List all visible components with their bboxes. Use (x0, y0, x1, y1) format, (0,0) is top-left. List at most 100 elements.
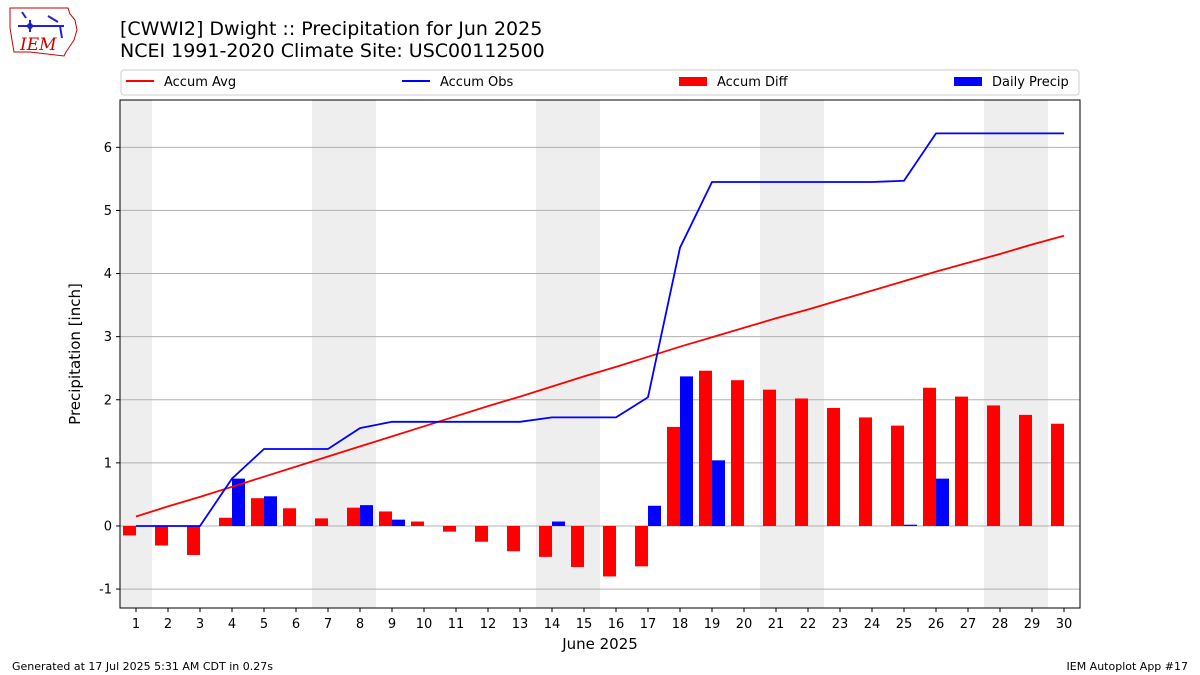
bar-daily-precip (392, 519, 405, 526)
y-tick-label: -1 (99, 583, 112, 598)
x-tick-label: 4 (228, 617, 236, 632)
x-tick-label: 18 (672, 617, 689, 632)
x-tick-label: 22 (800, 617, 817, 632)
x-tick-label: 29 (1024, 617, 1041, 632)
bar-daily-precip (936, 478, 949, 526)
bar-accum-diff (251, 498, 264, 526)
legend-swatch-accum-diff (679, 77, 707, 86)
y-tick-label: 0 (104, 519, 112, 534)
legend-label-accum-obs: Accum Obs (440, 75, 513, 90)
x-tick-label: 9 (388, 617, 396, 632)
bar-accum-diff (155, 525, 168, 546)
x-tick-label: 20 (736, 617, 753, 632)
x-tick-label: 26 (928, 617, 945, 632)
bar-daily-precip (904, 524, 917, 526)
weekend-band-day-15 (568, 100, 600, 608)
x-tick-label: 6 (292, 617, 300, 632)
y-tick-label: 2 (104, 393, 112, 408)
bar-daily-precip (712, 460, 725, 526)
bar-daily-precip (552, 521, 565, 526)
x-tick-label: 21 (768, 617, 785, 632)
y-tick-label: 1 (104, 456, 112, 471)
bar-daily-precip (360, 505, 373, 526)
bar-accum-diff (379, 511, 392, 526)
footer-app: IEM Autoplot App #17 (1067, 660, 1189, 673)
x-tick-label: 5 (260, 617, 268, 632)
bar-accum-diff (603, 525, 616, 577)
bar-daily-precip (680, 376, 693, 526)
bar-accum-diff (795, 398, 808, 526)
bar-accum-diff (539, 525, 552, 557)
weekend-band-day-21 (760, 100, 792, 608)
footer-generated: Generated at 17 Jul 2025 5:31 AM CDT in … (12, 660, 273, 673)
bar-accum-diff (187, 525, 200, 555)
y-axis-ticks: -1 0 1 2 3 4 5 6 (99, 141, 120, 598)
y-tick-label: 6 (104, 141, 112, 156)
weekend-band-day-7 (312, 100, 344, 608)
line-accum-obs (136, 132, 1064, 527)
x-tick-label: 19 (704, 617, 721, 632)
bar-daily-precip (232, 478, 245, 526)
x-tick-label: 3 (196, 617, 204, 632)
iowa-state-outline-icon (9, 7, 78, 57)
x-tick-label: 2 (164, 617, 172, 632)
bar-daily-precip (264, 496, 277, 526)
x-tick-label: 10 (416, 617, 433, 632)
bar-accum-diff (763, 389, 776, 526)
x-tick-label: 16 (608, 617, 625, 632)
bar-accum-diff (891, 425, 904, 526)
weekend-band-day-22 (792, 100, 824, 608)
bar-accum-diff (859, 417, 872, 526)
x-tick-label: 7 (324, 617, 332, 632)
station-dot-icon (27, 23, 33, 29)
x-tick-label: 24 (864, 617, 881, 632)
x-tick-label: 17 (640, 617, 657, 632)
x-tick-label: 8 (356, 617, 364, 632)
bar-accum-diff (443, 525, 456, 532)
x-tick-label: 25 (896, 617, 913, 632)
weekend-band-day-1 (120, 100, 152, 608)
x-tick-label: 11 (448, 617, 465, 632)
line-accum-avg (135, 234, 1065, 518)
x-tick-label: 27 (960, 617, 977, 632)
iem-logo: IEM (9, 7, 78, 57)
bar-accum-diff (283, 508, 296, 526)
x-tick-label: 15 (576, 617, 593, 632)
bar-daily-precip (648, 505, 661, 526)
legend-swatch-daily-precip (954, 77, 982, 86)
x-axis-ticks: 1 2 3 4 5 6 7 8 9 10 11 12 13 14 15 16 17 18 19 20 21 22 23 24 2… (132, 608, 1072, 632)
bar-accum-diff (1019, 414, 1032, 526)
legend-frame (120, 69, 1080, 96)
bar-accum-diff (571, 525, 584, 567)
bar-accum-diff (699, 370, 712, 526)
bar-accum-diff (411, 521, 424, 526)
bar-series (123, 370, 1064, 577)
bar-accum-diff (667, 426, 680, 526)
chart-subtitle: NCEI 1991-2020 Climate Site: USC00112500 (120, 40, 545, 62)
x-tick-label: 14 (544, 617, 561, 632)
x-axis-label: June 2025 (561, 635, 638, 653)
x-tick-label: 23 (832, 617, 849, 632)
bar-accum-diff (475, 525, 488, 542)
bar-accum-diff (635, 525, 648, 567)
bar-accum-diff (731, 380, 744, 526)
grid-lines (120, 146, 1080, 590)
y-tick-label: 3 (104, 330, 112, 345)
weekend-band-day-29 (1016, 100, 1048, 608)
x-tick-label: 30 (1056, 617, 1073, 632)
legend: Accum Avg Accum Obs Accum Diff Daily Pre… (120, 69, 1080, 96)
plot-frame (119, 99, 1081, 609)
bar-accum-diff (827, 407, 840, 526)
line-series (135, 132, 1065, 527)
bar-accum-diff (987, 405, 1000, 526)
bar-accum-diff (315, 518, 328, 526)
x-tick-label: 12 (480, 617, 497, 632)
y-tick-label: 4 (104, 267, 112, 282)
x-tick-label: 1 (132, 617, 140, 632)
bar-accum-diff (219, 517, 232, 526)
x-tick-label: 28 (992, 617, 1009, 632)
bar-accum-diff (1051, 423, 1064, 526)
weekend-band-day-8 (344, 100, 376, 608)
logo-text: IEM (19, 35, 57, 55)
